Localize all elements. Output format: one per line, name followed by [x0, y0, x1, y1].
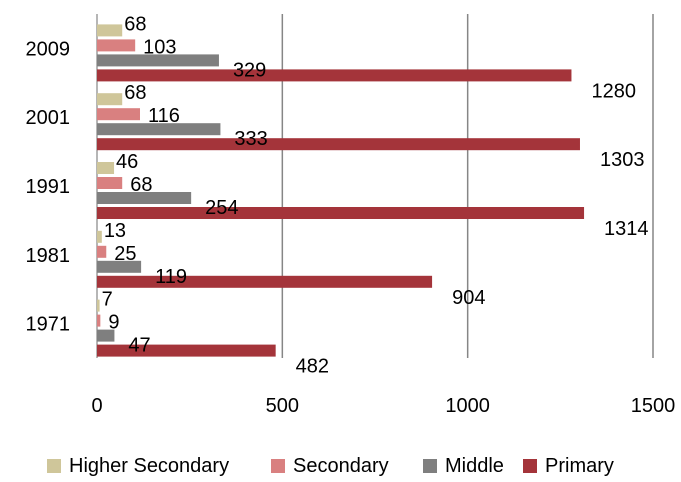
x-tick-label: 1000	[445, 395, 490, 417]
data-label: 47	[128, 335, 150, 357]
bar	[97, 245, 107, 258]
bar	[97, 24, 123, 37]
bar	[97, 177, 123, 189]
legend-swatch	[271, 459, 285, 473]
data-label: 7	[102, 289, 113, 311]
legend-swatch	[47, 459, 61, 473]
bar	[97, 162, 115, 174]
bar	[97, 329, 115, 342]
data-label: 68	[130, 174, 152, 196]
data-label: 116	[148, 105, 180, 127]
bars	[97, 24, 585, 357]
data-label: 13	[104, 220, 126, 242]
x-tick-label: 0	[91, 395, 102, 417]
bar	[97, 39, 136, 52]
y-category-label: 1981	[26, 245, 71, 267]
x-tick-label: 1500	[631, 395, 676, 417]
bar	[97, 108, 140, 121]
legend-label: Secondary	[293, 455, 389, 477]
y-category-label: 2009	[26, 38, 71, 60]
x-tick-label: 500	[266, 395, 299, 417]
x-axis-tick-labels: 0 500 1000 1500	[91, 395, 675, 417]
data-label: 333	[234, 128, 267, 150]
bar	[97, 314, 101, 327]
data-label: 103	[143, 36, 176, 58]
bar	[97, 207, 585, 219]
data-label: 254	[205, 197, 238, 219]
data-label: 9	[108, 312, 119, 334]
bar	[97, 192, 192, 204]
y-category-label: 1971	[26, 314, 71, 336]
bar	[97, 260, 142, 273]
data-label: 25	[114, 243, 136, 265]
data-labels: 6810332912806811633313034668254131413251…	[102, 13, 649, 377]
legend-label: Higher Secondary	[69, 455, 229, 477]
bar	[97, 275, 433, 288]
y-category-label: 2001	[26, 107, 71, 129]
bar	[97, 344, 276, 357]
bar	[97, 54, 219, 67]
bar	[97, 299, 100, 312]
legend-label: Middle	[445, 455, 504, 477]
legend-label: Primary	[545, 455, 614, 477]
bar	[97, 138, 580, 151]
data-label: 68	[124, 13, 146, 35]
bar	[97, 230, 102, 243]
y-axis-labels: 2009 2001 1991 1981 1971	[26, 38, 71, 335]
bar	[97, 123, 221, 136]
bar	[97, 69, 572, 82]
data-label: 1303	[600, 149, 645, 171]
bar	[97, 93, 123, 106]
legend-swatch	[523, 459, 537, 473]
data-label: 119	[155, 266, 187, 288]
data-label: 1280	[591, 80, 636, 102]
data-label: 329	[233, 59, 266, 81]
data-label: 46	[116, 151, 138, 173]
data-label: 904	[452, 287, 485, 309]
legend-swatch	[423, 459, 437, 473]
y-category-label: 1991	[26, 176, 71, 198]
data-label: 482	[296, 356, 329, 378]
legend: Higher Secondary Secondary Middle Primary	[47, 455, 614, 477]
data-label: 1314	[604, 218, 649, 240]
data-label: 68	[124, 82, 146, 104]
